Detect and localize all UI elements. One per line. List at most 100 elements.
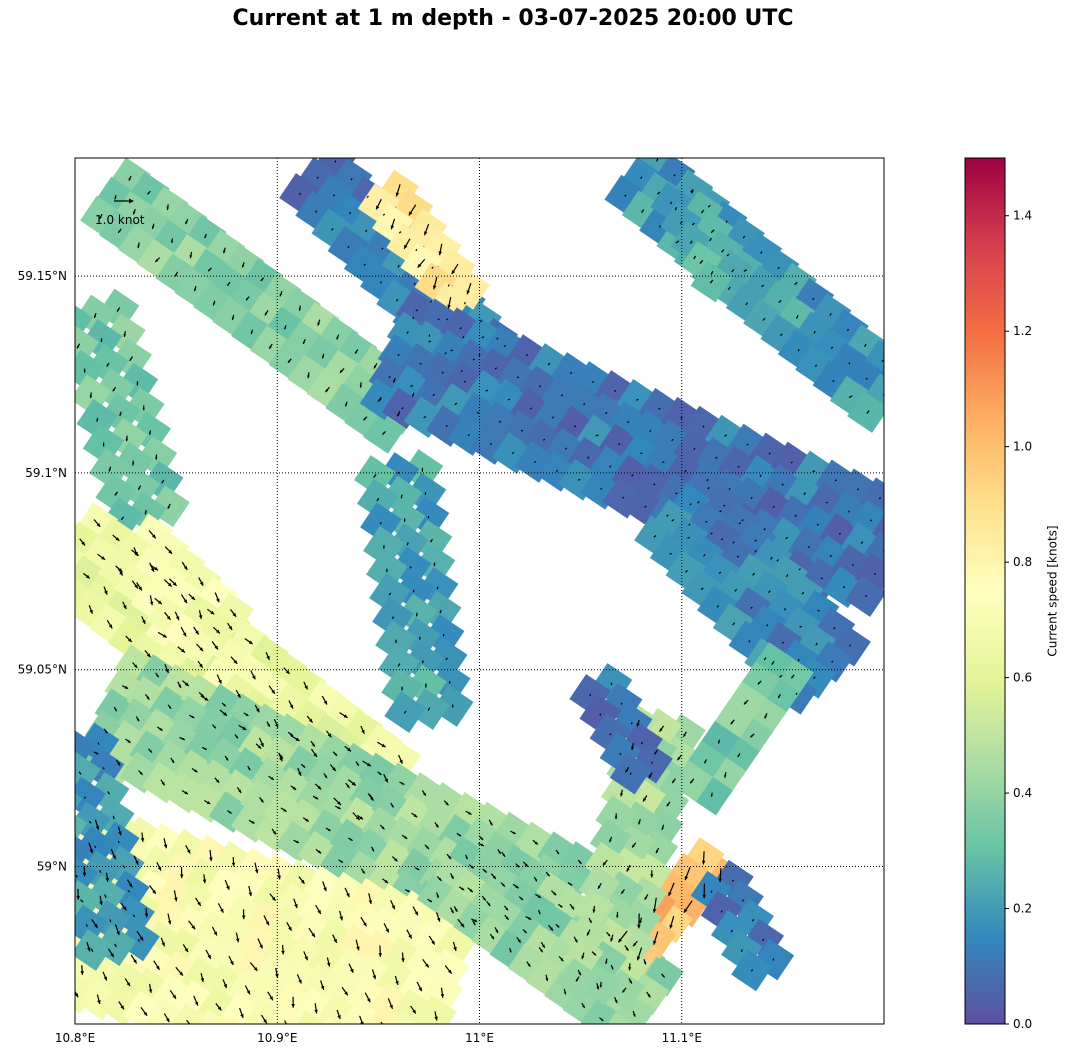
current-arrow-head — [812, 298, 814, 300]
current-arrow-head — [649, 430, 651, 432]
current-arrow-head — [465, 856, 468, 860]
current-arrow-head — [179, 971, 183, 976]
current-arrow-head — [534, 878, 537, 882]
current-arrow-head — [289, 704, 293, 709]
current-arrow-head — [817, 524, 818, 526]
current-arrow-head — [517, 376, 518, 378]
current-arrow-head — [450, 910, 454, 914]
current-arrow-head — [156, 965, 160, 970]
current-arrow-head — [619, 753, 621, 755]
current-arrow-head — [385, 928, 389, 933]
current-arrow-head — [305, 818, 309, 822]
current-arrow-head — [350, 968, 354, 973]
colorbar-tick-label: 0.6 — [1013, 671, 1032, 685]
current-arrow — [892, 529, 893, 531]
current-arrow-head — [167, 920, 172, 925]
current-arrow-head — [849, 396, 851, 398]
current-arrow-head — [487, 903, 491, 906]
current-arrow-head — [620, 793, 624, 797]
current-arrow-head — [569, 883, 573, 886]
current-arrow-head — [204, 747, 207, 750]
current-arrow-head — [354, 1044, 357, 1048]
current-arrow-head — [171, 240, 174, 243]
current-arrow-head — [605, 961, 608, 964]
current-arrow-head — [484, 870, 487, 873]
current-arrow-head — [451, 270, 456, 275]
x-tick-label: 11.1°E — [662, 1031, 702, 1045]
colorbar-tick-label: 1.0 — [1013, 440, 1032, 454]
current-arrow-head — [414, 911, 418, 916]
current-arrow-head — [820, 577, 822, 579]
current-arrow — [51, 752, 52, 755]
current-arrow-head — [711, 891, 712, 893]
current-arrow-head — [743, 269, 746, 272]
current-arrow-head — [582, 1005, 585, 1008]
current-arrow-head — [270, 777, 274, 780]
current-arrow-head — [704, 761, 707, 764]
current-arrow-head — [303, 341, 306, 344]
current-arrow-head — [337, 806, 341, 809]
current-arrow-head — [294, 904, 298, 908]
current-arrow-head — [184, 948, 188, 953]
current-arrow-head — [267, 723, 270, 727]
current-arrow-head — [174, 897, 178, 902]
current-arrow-head — [383, 547, 385, 549]
current-arrow-head — [408, 211, 413, 216]
current-arrow-head — [333, 195, 335, 197]
current-arrow-head — [666, 803, 670, 807]
current-arrow-head — [512, 831, 516, 834]
current-arrow-head — [777, 267, 779, 269]
current-arrow-head — [764, 715, 767, 719]
current-arrow-head — [459, 327, 461, 329]
current-arrow-head — [429, 335, 430, 337]
current-arrow-head — [857, 489, 859, 491]
current-arrow-head — [755, 551, 756, 553]
current-arrow-head — [397, 266, 399, 268]
current-arrow-head — [651, 762, 653, 764]
current-arrow-head — [223, 984, 227, 988]
current-arrow — [50, 577, 57, 583]
current-arrow-head — [718, 878, 722, 883]
current-arrow-head — [737, 466, 739, 468]
current-arrow-head — [172, 582, 177, 586]
current-arrow-head — [120, 1005, 124, 1010]
current-arrow-head — [191, 715, 195, 718]
current-arrow-head — [708, 205, 710, 208]
current-arrow-head — [545, 978, 549, 982]
current-arrow-head — [152, 226, 155, 229]
current-arrow-head — [52, 987, 55, 991]
current-arrow-head — [425, 963, 429, 968]
current-arrow-head — [281, 950, 285, 955]
current-arrow-head — [208, 269, 211, 272]
current-arrow-head — [772, 959, 774, 961]
current-arrow-head — [283, 808, 287, 812]
current-arrow-head — [636, 956, 641, 961]
current-arrow-head — [95, 752, 99, 755]
current-arrow-head — [398, 664, 400, 667]
current-arrow-head — [778, 696, 781, 699]
current-arrow-head — [242, 264, 245, 268]
current-arrow-head — [104, 895, 107, 898]
current-arrow-head — [381, 248, 383, 250]
current-arrow-head — [463, 381, 465, 383]
current-arrow-head — [323, 887, 327, 892]
current-arrow-head — [181, 737, 185, 740]
speed-cell — [191, 1009, 234, 1024]
map-frame — [74, 157, 885, 1025]
current-arrow — [307, 1028, 312, 1036]
current-arrow-head — [379, 772, 382, 775]
current-arrow — [233, 1031, 238, 1041]
current-arrow-head — [473, 919, 478, 922]
current-arrow-head — [825, 502, 827, 503]
current-arrow-head — [709, 239, 712, 241]
current-arrow-head — [346, 893, 350, 898]
quiver-key-arrow-head — [129, 198, 134, 204]
current-arrow-head — [864, 345, 866, 347]
current-arrow-head — [847, 329, 849, 331]
current-arrow-head — [430, 301, 432, 303]
current-arrow-head — [661, 827, 664, 830]
current-arrow-head — [166, 207, 169, 210]
current-arrow-head — [223, 250, 226, 254]
current-arrow-head — [684, 470, 686, 472]
current-arrow-head — [576, 978, 579, 982]
